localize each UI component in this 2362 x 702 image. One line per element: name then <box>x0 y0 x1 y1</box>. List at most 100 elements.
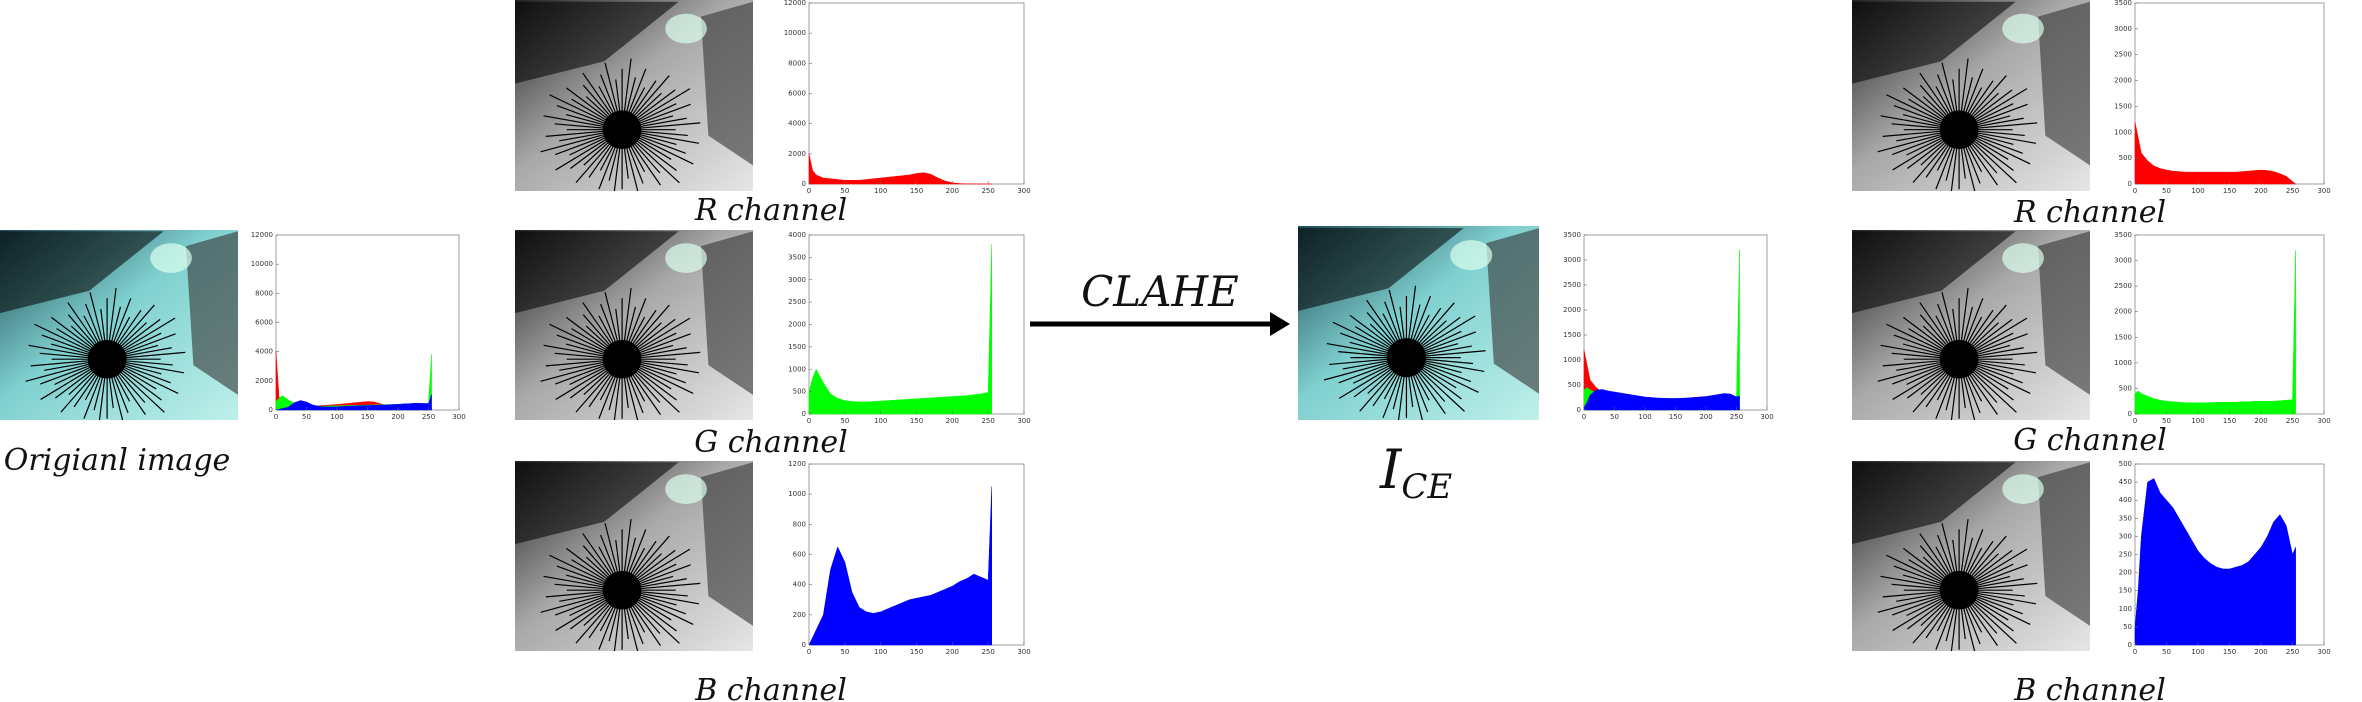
x-tick-label: 300 <box>1017 648 1030 656</box>
x-tick-label: 150 <box>1669 413 1682 421</box>
y-tick-label: 500 <box>793 388 806 396</box>
histogram: 0 500 1000 1500 2000 2500 3000 3500 4000 0 50 100 15… <box>788 231 1031 425</box>
ice-main: I <box>1379 438 1403 501</box>
x-tick-label: 250 <box>2286 648 2299 656</box>
y-tick-label: 3000 <box>2114 25 2132 33</box>
y-tick-label: 2000 <box>2114 77 2132 85</box>
histogram: 0 50 100 150 200 250 300 350 400 450 500 0 50 100 150 2… <box>2119 460 2331 656</box>
y-tick-label: 400 <box>2119 496 2132 504</box>
clahe-image <box>1298 226 1539 420</box>
x-tick-label: 150 <box>910 187 923 195</box>
x-tick-label: 150 <box>2223 648 2236 656</box>
y-tick-label: 1000 <box>788 365 806 373</box>
x-tick-label: 0 <box>807 187 811 195</box>
y-tick-label: 500 <box>2119 460 2132 468</box>
x-tick-label: 300 <box>1017 187 1030 195</box>
y-tick-label: 1500 <box>2114 102 2132 110</box>
y-tick-label: 2000 <box>788 321 806 329</box>
histogram: 0 500 1000 1500 2000 2500 3000 3500 0 50 100 150 200… <box>1563 231 1774 421</box>
clahe-g-image <box>1852 230 2090 420</box>
y-tick-label: 2500 <box>2114 51 2132 59</box>
r-channel-image <box>515 0 753 191</box>
histogram-area <box>808 243 992 415</box>
histogram-area <box>2134 121 2297 185</box>
y-tick-label: 0 <box>2128 180 2132 188</box>
y-tick-label: 0 <box>802 410 806 418</box>
y-tick-label: 3000 <box>2114 257 2132 265</box>
channel-label: G channel <box>694 425 848 460</box>
x-tick-label: 200 <box>1699 413 1712 421</box>
channel-label: B channel <box>694 673 847 702</box>
x-tick-label: 0 <box>1582 413 1586 421</box>
ice-sub: CE <box>1401 467 1452 507</box>
g-channel-image <box>515 230 753 420</box>
x-tick-label: 50 <box>302 413 311 421</box>
y-tick-label: 8000 <box>255 289 273 297</box>
x-tick-label: 150 <box>2223 187 2236 195</box>
y-tick-label: 3000 <box>788 276 806 284</box>
y-tick-label: 300 <box>2119 532 2132 540</box>
y-tick-label: 0 <box>1577 406 1581 414</box>
y-tick-label: 800 <box>793 520 806 528</box>
clahe-r-image <box>1852 0 2090 191</box>
y-tick-label: 0 <box>802 641 806 649</box>
x-tick-label: 100 <box>874 417 887 425</box>
y-tick-label: 2500 <box>1563 281 1581 289</box>
x-tick-label: 100 <box>2191 648 2204 656</box>
y-tick-label: 1000 <box>788 490 806 498</box>
histogram-area <box>2134 478 2296 646</box>
x-tick-label: 300 <box>2317 187 2330 195</box>
histogram: 0 2000 4000 6000 8000 10000 12000 0 50 100 150 200 2… <box>784 0 1031 195</box>
x-tick-label: 50 <box>2162 417 2171 425</box>
y-tick-label: 4000 <box>788 231 806 239</box>
y-tick-label: 400 <box>793 581 806 589</box>
y-tick-label: 500 <box>2119 154 2132 162</box>
x-tick-label: 0 <box>2133 648 2137 656</box>
x-tick-label: 300 <box>2317 417 2330 425</box>
y-tick-label: 12000 <box>251 231 273 239</box>
x-tick-label: 200 <box>946 648 959 656</box>
x-tick-label: 100 <box>330 413 343 421</box>
plot-frame <box>2134 234 2325 415</box>
x-tick-label: 300 <box>2317 648 2330 656</box>
x-tick-label: 50 <box>2162 187 2171 195</box>
y-tick-label: 4000 <box>255 348 273 356</box>
y-tick-label: 3000 <box>1563 256 1581 264</box>
y-tick-label: 8000 <box>788 59 806 67</box>
original-image <box>0 230 238 420</box>
y-tick-label: 500 <box>1568 381 1581 389</box>
x-tick-label: 250 <box>981 648 994 656</box>
histogram-area <box>808 153 992 185</box>
x-tick-label: 0 <box>2133 417 2137 425</box>
x-tick-label: 0 <box>807 417 811 425</box>
clahe-label: CLAHE <box>1081 267 1239 316</box>
y-tick-label: 3500 <box>788 253 806 261</box>
x-tick-label: 0 <box>2133 187 2137 195</box>
y-tick-label: 1500 <box>2114 333 2132 341</box>
y-tick-label: 500 <box>2119 384 2132 392</box>
y-tick-label: 2000 <box>255 377 273 385</box>
x-tick-label: 200 <box>946 417 959 425</box>
y-tick-label: 1200 <box>788 460 806 468</box>
x-tick-label: 0 <box>274 413 278 421</box>
channel-label: G channel <box>2013 423 2167 458</box>
x-tick-label: 100 <box>1638 413 1651 421</box>
plot-frame <box>2134 2 2325 185</box>
plot-frame <box>275 234 460 411</box>
channel-label: R channel <box>694 193 847 228</box>
y-tick-label: 0 <box>802 180 806 188</box>
y-tick-label: 2500 <box>2114 282 2132 290</box>
x-tick-label: 150 <box>910 648 923 656</box>
y-tick-label: 1000 <box>2114 128 2132 136</box>
y-tick-label: 1500 <box>1563 331 1581 339</box>
x-tick-label: 50 <box>1610 413 1619 421</box>
arrow-head <box>1270 312 1290 336</box>
b-channel-image <box>515 461 753 651</box>
y-tick-label: 2000 <box>788 150 806 158</box>
x-tick-label: 100 <box>874 187 887 195</box>
x-tick-label: 300 <box>452 413 465 421</box>
histogram-area <box>2134 250 2296 415</box>
y-tick-label: 10000 <box>784 29 806 37</box>
y-tick-label: 0 <box>2128 641 2132 649</box>
x-tick-label: 100 <box>2191 187 2204 195</box>
